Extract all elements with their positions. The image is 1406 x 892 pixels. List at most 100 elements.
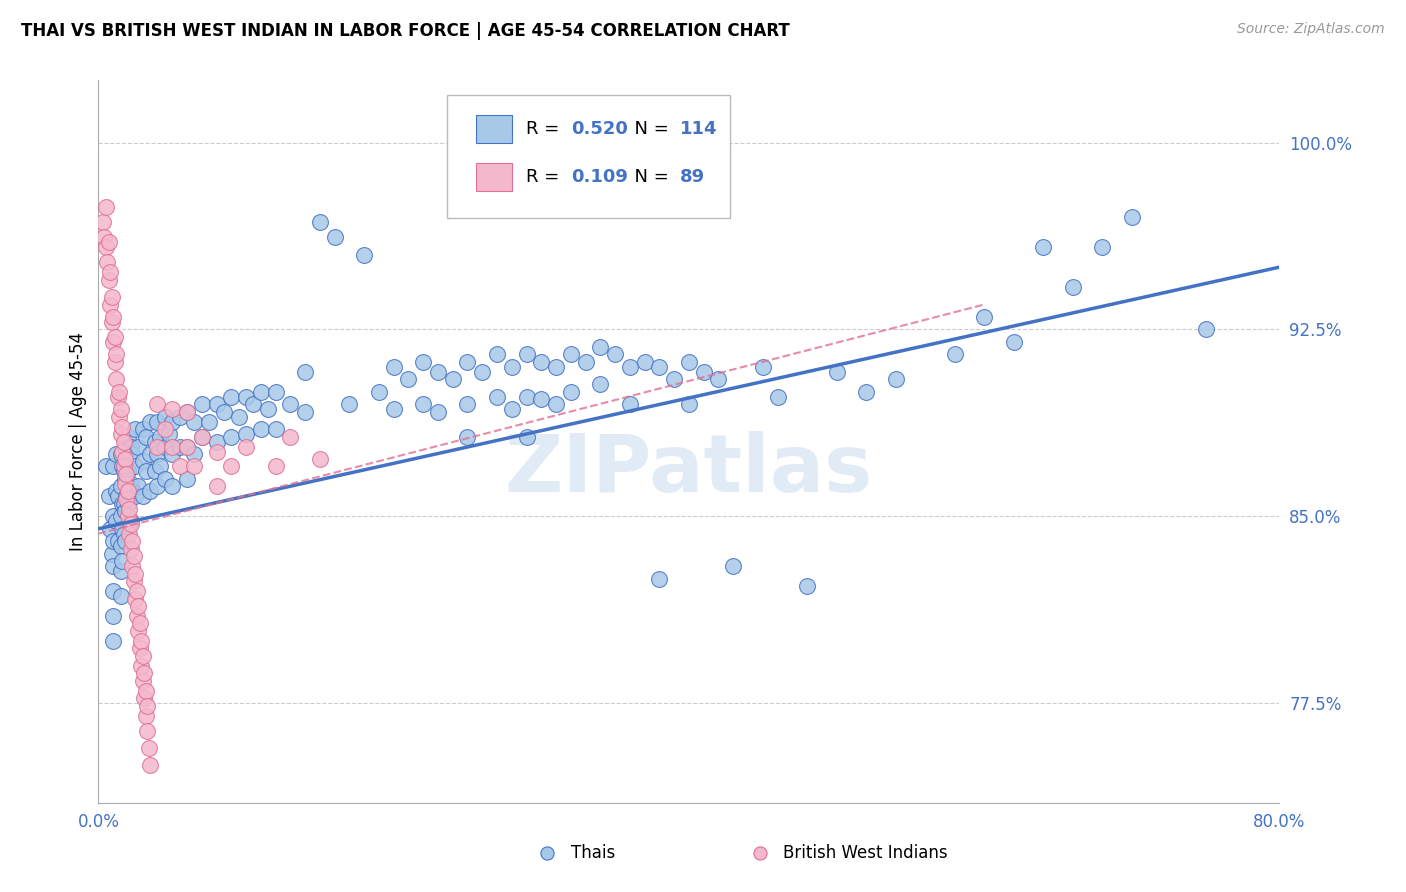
- Point: [205, 479, 228, 493]
- Point: [1032, 240, 1054, 254]
- Point: [111, 419, 134, 434]
- Point: [111, 444, 134, 458]
- Point: [280, 429, 302, 443]
- Point: [121, 559, 143, 574]
- Point: [1121, 211, 1143, 225]
- Point: [884, 372, 907, 386]
- Text: 114: 114: [679, 120, 717, 138]
- Text: THAI VS BRITISH WEST INDIAN IN LABOR FORCE | AGE 45-54 CORRELATION CHART: THAI VS BRITISH WEST INDIAN IN LABOR FOR…: [21, 22, 790, 40]
- Point: [1062, 280, 1084, 294]
- Point: [619, 397, 641, 411]
- Point: [250, 384, 273, 399]
- Point: [294, 365, 316, 379]
- Point: [143, 434, 166, 449]
- Point: [146, 397, 169, 411]
- Point: [127, 624, 149, 638]
- Point: [221, 429, 243, 443]
- Point: [97, 235, 120, 250]
- Point: [128, 616, 150, 631]
- Text: N =: N =: [623, 120, 675, 138]
- Point: [678, 355, 700, 369]
- Point: [693, 365, 716, 379]
- Point: [114, 452, 136, 467]
- Point: [111, 522, 134, 536]
- Point: [153, 440, 176, 454]
- Point: [124, 566, 146, 581]
- Point: [110, 564, 132, 578]
- Point: [105, 372, 128, 386]
- Point: [103, 609, 125, 624]
- Point: [149, 459, 172, 474]
- Point: [546, 397, 568, 411]
- Point: [183, 415, 205, 429]
- Point: [97, 489, 120, 503]
- Point: [112, 526, 135, 541]
- Point: [486, 390, 509, 404]
- FancyBboxPatch shape: [447, 95, 730, 218]
- Point: [191, 397, 214, 411]
- Point: [198, 415, 221, 429]
- Point: [122, 549, 145, 563]
- Point: [103, 459, 125, 474]
- Point: [127, 599, 149, 613]
- Point: [169, 440, 191, 454]
- Point: [97, 272, 120, 286]
- Point: [118, 526, 141, 541]
- Point: [103, 310, 125, 324]
- Point: [105, 347, 128, 361]
- Point: [943, 347, 966, 361]
- Point: [221, 390, 243, 404]
- Point: [103, 534, 125, 549]
- Point: [104, 355, 127, 369]
- Point: [115, 467, 138, 481]
- Point: [112, 459, 135, 474]
- Point: [191, 429, 214, 443]
- Text: British West Indians: British West Indians: [783, 845, 948, 863]
- Point: [382, 402, 405, 417]
- Bar: [477, 115, 512, 143]
- Point: [339, 397, 361, 411]
- Point: [183, 447, 205, 461]
- Point: [120, 541, 142, 556]
- Point: [110, 447, 132, 461]
- Point: [103, 559, 125, 574]
- Point: [149, 429, 172, 443]
- Point: [108, 384, 131, 399]
- Bar: [477, 162, 512, 191]
- Point: [105, 514, 128, 528]
- Point: [136, 723, 159, 738]
- Point: [110, 589, 132, 603]
- Point: [120, 514, 142, 528]
- Point: [110, 402, 132, 417]
- Point: [191, 429, 214, 443]
- Point: [117, 465, 139, 479]
- Point: [516, 390, 538, 404]
- Point: [115, 491, 138, 506]
- Point: [132, 454, 155, 468]
- Point: [127, 440, 149, 454]
- Point: [212, 404, 235, 418]
- Text: R =: R =: [526, 120, 565, 138]
- Point: [153, 409, 176, 424]
- Text: 0.520: 0.520: [571, 120, 627, 138]
- Point: [124, 489, 146, 503]
- Point: [139, 447, 162, 461]
- Point: [560, 347, 582, 361]
- Point: [127, 479, 149, 493]
- Point: [546, 359, 568, 374]
- Point: [93, 230, 115, 244]
- Point: [129, 658, 152, 673]
- Point: [120, 516, 142, 531]
- Point: [648, 359, 671, 374]
- Point: [264, 384, 287, 399]
- Point: [619, 359, 641, 374]
- Point: [1195, 322, 1218, 336]
- Point: [516, 347, 538, 361]
- Point: [132, 648, 155, 663]
- Point: [124, 591, 146, 606]
- Point: [205, 397, 228, 411]
- Point: [309, 452, 332, 467]
- Point: [176, 440, 198, 454]
- Point: [486, 347, 509, 361]
- Point: [382, 359, 405, 374]
